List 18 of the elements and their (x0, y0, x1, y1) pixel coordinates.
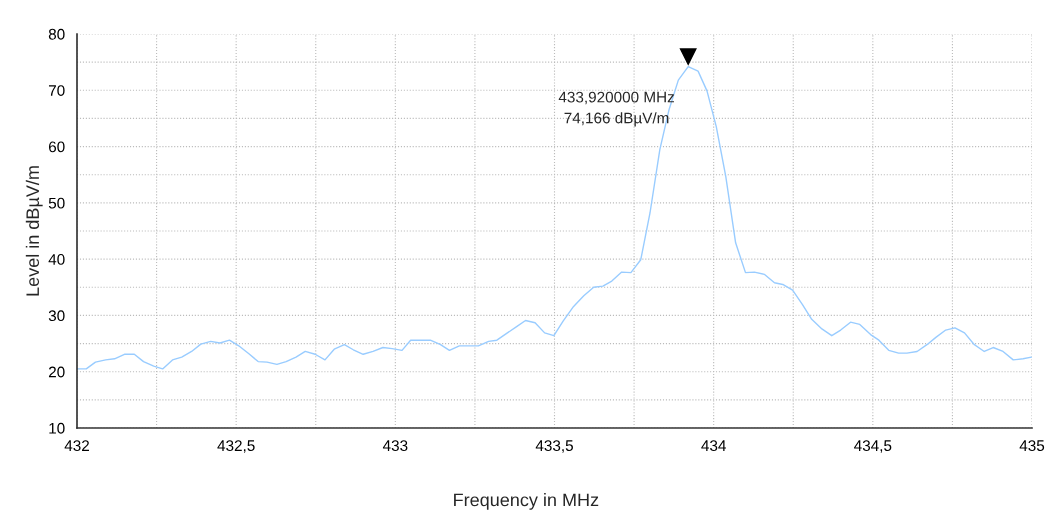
y-tick-label: 50 (48, 197, 65, 209)
y-tick-label: 70 (48, 85, 65, 96)
x-tick-label: 432 (64, 440, 89, 452)
x-tick-label: 435 (1019, 440, 1045, 452)
x-axis-title: Frequency in MHz (454, 493, 599, 510)
x-tick-label: 434,5 (854, 440, 892, 453)
y-tick-label: 40 (48, 254, 65, 265)
y-tick-label: 30 (48, 310, 65, 322)
x-tick-label: 434 (701, 440, 726, 452)
y-tick-label: 80 (48, 28, 65, 40)
x-tick-label: 432,5 (217, 440, 255, 453)
y-axis-title: Level in dBµV/m (25, 166, 43, 296)
x-tick-label: 433 (382, 440, 408, 452)
x-tick-label: 433,5 (535, 440, 573, 453)
annotation: 433,920000 MHz 74,166 dBµV/m (558, 91, 674, 127)
y-tick-label: 60 (48, 141, 65, 153)
y-tick-label: 20 (48, 366, 65, 378)
y-tick-label: 10 (49, 422, 65, 434)
